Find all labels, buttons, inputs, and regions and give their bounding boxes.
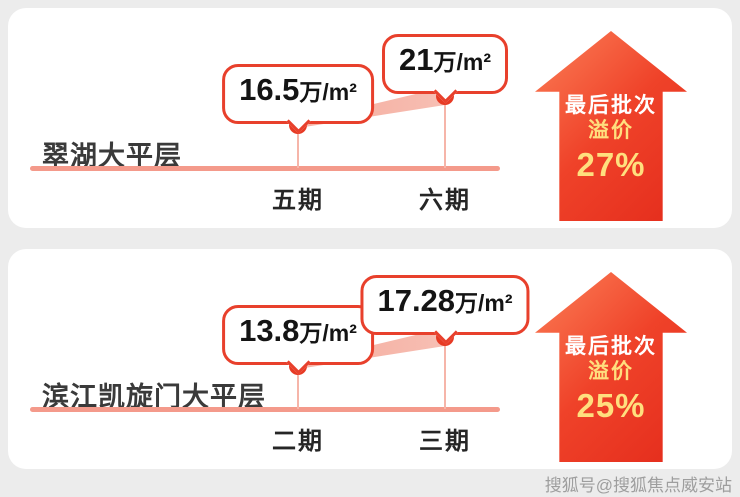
premium-text-line1: 最后批次	[565, 94, 657, 117]
premium-text-line1: 最后批次	[565, 335, 657, 358]
premium-text-line2: 溢价	[588, 360, 634, 383]
premium-percent: 27%	[576, 146, 646, 183]
premium-up-arrow-icon: 最后批次 溢价 27%	[535, 31, 687, 221]
price-callout-phase1: 16.5万/m²	[222, 64, 374, 134]
price-value: 21	[399, 42, 434, 77]
chart-baseline	[30, 407, 500, 412]
price-callout-phase2: 21万/m²	[382, 34, 508, 104]
price-value: 16.5	[239, 72, 300, 107]
premium-up-arrow-icon: 最后批次 溢价 25%	[535, 272, 687, 462]
premium-percent: 25%	[576, 387, 646, 424]
price-unit: 万/m²	[299, 79, 357, 105]
price-unit: 万/m²	[433, 49, 491, 75]
property-card-cuihu: 翠湖大平层 16.5万/m² 21万/m² 五期 六期 最后批次 溢价 27%	[8, 8, 732, 228]
price-callout-phase2: 17.28万/m²	[360, 275, 530, 345]
phase-label: 五期	[272, 187, 324, 214]
premium-text-block: 最后批次 溢价 27%	[535, 93, 687, 186]
price-unit: 万/m²	[299, 320, 357, 346]
phase-label: 六期	[419, 187, 471, 214]
phase-label: 三期	[419, 428, 471, 455]
premium-text-line2: 溢价	[588, 119, 634, 142]
chart-baseline	[30, 166, 500, 171]
premium-text-block: 最后批次 溢价 25%	[535, 334, 687, 427]
price-unit: 万/m²	[455, 290, 513, 316]
phase-label: 二期	[272, 428, 324, 455]
price-value: 13.8	[239, 313, 300, 348]
watermark: 搜狐号@搜狐焦点威安站	[544, 476, 732, 495]
property-card-binjiang: 滨江凯旋门大平层 13.8万/m² 17.28万/m² 二期 三期 最后批次 溢…	[8, 249, 732, 469]
price-value: 17.28	[377, 283, 456, 318]
price-callout-phase1: 13.8万/m²	[222, 305, 374, 375]
